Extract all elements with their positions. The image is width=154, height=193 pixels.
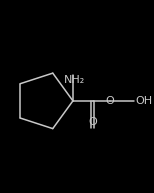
Text: NH₂: NH₂	[64, 75, 85, 85]
Text: O: O	[88, 117, 97, 127]
Text: O: O	[106, 96, 114, 106]
Text: OH: OH	[135, 96, 152, 106]
